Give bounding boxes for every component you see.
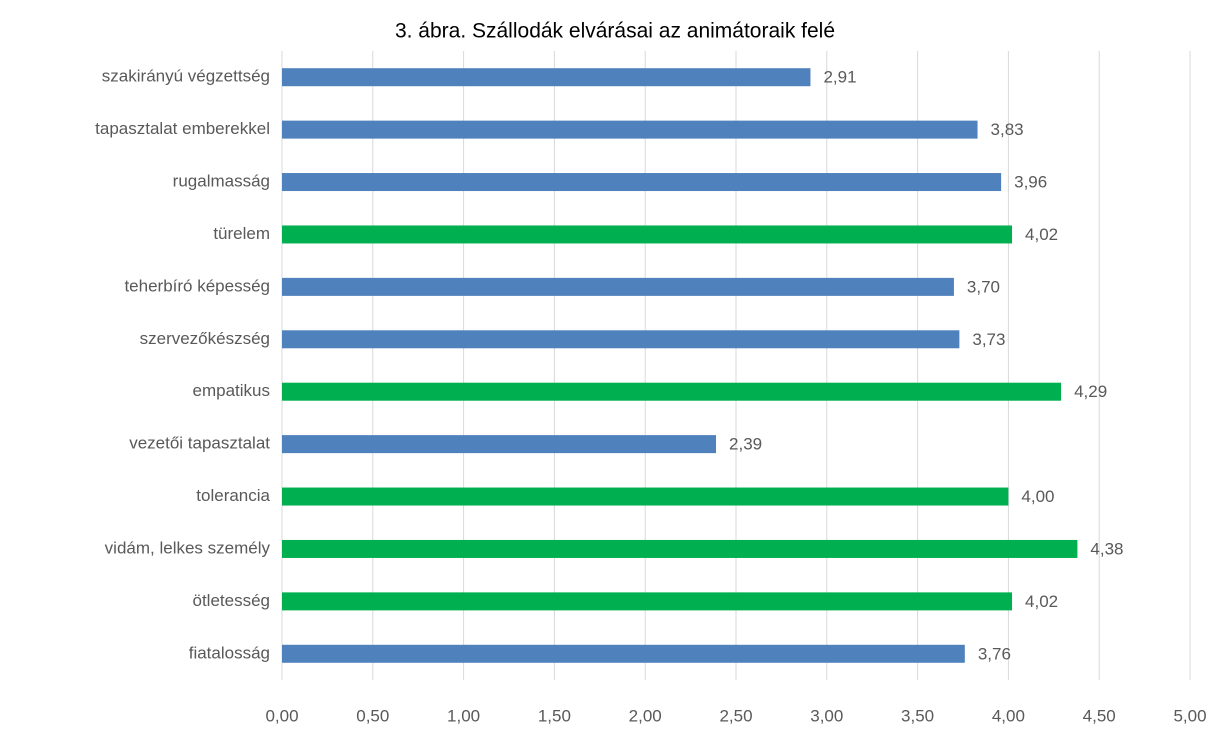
x-tick-label: 2,50 xyxy=(719,706,752,725)
bar xyxy=(282,382,1062,401)
y-tick-label: vezetői tapasztalat xyxy=(129,434,270,453)
data-label: 3,73 xyxy=(972,330,1005,349)
y-tick-label: teherbíró képesség xyxy=(124,276,270,295)
x-tick-label: 3,50 xyxy=(901,706,934,725)
bar xyxy=(282,330,960,349)
y-tick-label: ötletesség xyxy=(193,591,271,610)
y-tick-label: vidám, lelkes személy xyxy=(105,538,271,557)
bar xyxy=(282,68,811,87)
bar xyxy=(282,592,1013,611)
data-label: 4,02 xyxy=(1025,592,1058,611)
y-tick-label: rugalmasság xyxy=(173,172,270,191)
bar xyxy=(282,277,954,296)
data-label: 3,83 xyxy=(991,120,1024,139)
bar xyxy=(282,120,978,139)
chart-title: 3. ábra. Szállodák elvárásai az animátor… xyxy=(395,20,835,43)
y-tick-label: türelem xyxy=(213,224,270,243)
data-label: 4,00 xyxy=(1021,487,1054,506)
data-label: 2,39 xyxy=(729,435,762,454)
x-tick-label: 0,00 xyxy=(265,706,298,725)
x-tick-label: 3,00 xyxy=(810,706,843,725)
x-tick-label: 2,00 xyxy=(629,706,662,725)
data-label: 3,76 xyxy=(978,644,1011,663)
x-tick-label: 1,00 xyxy=(447,706,480,725)
y-tick-label: tolerancia xyxy=(196,486,270,505)
x-tick-label: 0,50 xyxy=(356,706,389,725)
x-tick-label: 4,00 xyxy=(992,706,1025,725)
bar xyxy=(282,487,1009,506)
bar xyxy=(282,173,1002,192)
data-label: 4,02 xyxy=(1025,225,1058,244)
data-label: 2,91 xyxy=(823,68,856,87)
data-label: 3,70 xyxy=(967,277,1000,296)
x-tick-label: 4,50 xyxy=(1083,706,1116,725)
y-tick-label: empatikus xyxy=(193,381,270,400)
bar xyxy=(282,225,1013,244)
data-label: 4,38 xyxy=(1090,539,1123,558)
data-label: 4,29 xyxy=(1074,382,1107,401)
y-tick-label: fiatalosság xyxy=(189,643,270,662)
y-tick-label: szakirányú végzettség xyxy=(102,67,270,86)
data-label: 3,96 xyxy=(1014,173,1047,192)
bar xyxy=(282,539,1078,558)
bar xyxy=(282,435,717,454)
x-tick-label: 1,50 xyxy=(538,706,571,725)
x-tick-label: 5,00 xyxy=(1173,706,1206,725)
bar xyxy=(282,644,965,663)
y-tick-label: szervezőkészség xyxy=(140,329,270,348)
y-tick-label: tapasztalat emberekkel xyxy=(95,119,270,138)
